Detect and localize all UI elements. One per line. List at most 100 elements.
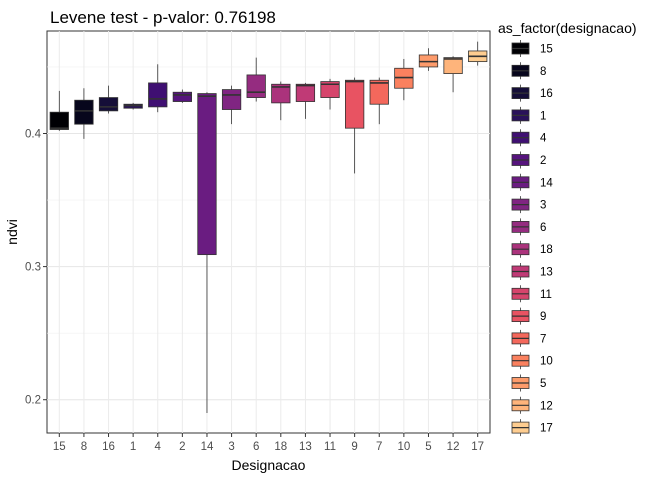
legend-label: 16 <box>540 88 553 100</box>
box-12 <box>443 56 463 93</box>
x-axis: 15 8 16 1 4 2 14 3 6 18 13 11 9 7 10 5 12 17 <box>53 433 484 453</box>
legend-item-4: 4 <box>511 129 547 147</box>
legend-item-9: 9 <box>511 307 546 325</box>
x-tick-label: 18 <box>274 441 287 453</box>
box-6 <box>246 57 266 102</box>
legend-item-5: 5 <box>511 374 546 392</box>
legend-label: 10 <box>540 356 553 368</box>
x-tick-label: 1 <box>130 441 136 453</box>
legend-label: 18 <box>540 244 553 256</box>
legend-label: 15 <box>540 44 553 56</box>
chart-title: Levene test - p-valor: 0.76198 <box>50 8 276 27</box>
box-body <box>148 82 168 108</box>
box-10 <box>394 58 414 101</box>
legend-label: 3 <box>540 200 546 212</box>
box-15 <box>49 90 69 131</box>
y-tick-label: 0.3 <box>25 262 41 274</box>
y-tick-label: 0.4 <box>25 128 42 140</box>
legend-item-7: 7 <box>511 329 546 347</box>
y-tick-label: 0.2 <box>25 395 41 407</box>
box-body <box>74 99 94 125</box>
legend-item-10: 10 <box>511 352 553 370</box>
x-tick-label: 5 <box>425 441 431 453</box>
box-5 <box>418 48 439 71</box>
x-tick-label: 13 <box>299 441 312 453</box>
x-tick-label: 14 <box>201 441 214 453</box>
legend-label: 8 <box>540 66 546 78</box>
legend-item-2: 2 <box>511 151 546 169</box>
legend-label: 6 <box>540 222 546 234</box>
box-1 <box>123 102 143 110</box>
x-axis-title: Designacao <box>232 457 306 473</box>
box-body <box>369 79 389 105</box>
x-tick-label: 12 <box>447 441 460 453</box>
legend-label: 7 <box>540 333 546 345</box>
legend-item-15: 15 <box>511 40 553 57</box>
legend-item-8: 8 <box>511 62 546 80</box>
legend-label: 1 <box>540 110 546 122</box>
legend-item-17: 17 <box>511 419 553 437</box>
legend-title: as_factor(designacao) <box>498 20 637 36</box>
legend-label: 4 <box>540 133 547 145</box>
legend-item-18: 18 <box>511 240 553 258</box>
legend-item-13: 13 <box>511 263 553 280</box>
x-tick-label: 9 <box>351 441 357 453</box>
box-8 <box>74 88 94 139</box>
box-body <box>246 74 266 98</box>
box-2 <box>172 89 192 103</box>
legend-item-1: 1 <box>511 106 546 124</box>
x-tick-label: 16 <box>102 441 115 453</box>
box-body <box>443 57 463 74</box>
legend-label: 5 <box>540 378 546 390</box>
box-16 <box>98 85 119 114</box>
box-body <box>221 89 242 110</box>
box-body <box>271 83 291 104</box>
box-18 <box>271 81 291 121</box>
x-tick-label: 2 <box>179 441 185 453</box>
legend-label: 9 <box>540 311 546 323</box>
box-3 <box>221 85 242 125</box>
box-7 <box>369 77 389 125</box>
box-11 <box>320 78 340 110</box>
box-9 <box>345 77 365 174</box>
x-tick-label: 8 <box>81 441 87 453</box>
box-body <box>197 93 217 256</box>
plot-panel <box>46 30 491 434</box>
legend-label: 17 <box>540 423 553 435</box>
box-body <box>49 111 69 130</box>
box-body <box>345 79 365 129</box>
x-tick-label: 6 <box>253 441 259 453</box>
legend-label: 14 <box>540 177 553 189</box>
legend-item-16: 16 <box>511 84 553 102</box>
x-tick-label: 11 <box>324 441 336 453</box>
box-body <box>172 91 192 102</box>
x-tick-label: 3 <box>228 441 234 453</box>
legend-item-6: 6 <box>511 218 546 236</box>
x-tick-label: 17 <box>471 441 484 453</box>
y-axis: 0.2 0.3 0.4 <box>25 128 47 407</box>
legend-label: 2 <box>540 155 546 167</box>
legend-item-3: 3 <box>511 196 546 214</box>
box-17 <box>468 41 488 66</box>
box-body <box>98 97 119 112</box>
x-tick-label: 15 <box>53 441 66 453</box>
x-tick-label: 10 <box>397 441 410 453</box>
legend-item-11: 11 <box>511 285 552 303</box>
y-axis-title: ndvi <box>4 219 20 245</box>
legend-item-12: 12 <box>511 396 553 414</box>
box-body <box>320 81 340 98</box>
box-body <box>295 83 316 102</box>
box-4 <box>148 64 168 113</box>
x-tick-label: 7 <box>376 441 382 453</box>
x-tick-label: 4 <box>155 441 162 453</box>
legend-label: 11 <box>540 289 552 301</box>
legend-label: 13 <box>540 267 553 279</box>
boxes <box>49 41 488 414</box>
legend-item-14: 14 <box>511 173 553 191</box>
legend-label: 12 <box>540 400 553 412</box>
box-14 <box>197 92 217 414</box>
box-13 <box>295 82 316 119</box>
legend: as_factor(designacao) 158161421436181311… <box>498 20 637 437</box>
